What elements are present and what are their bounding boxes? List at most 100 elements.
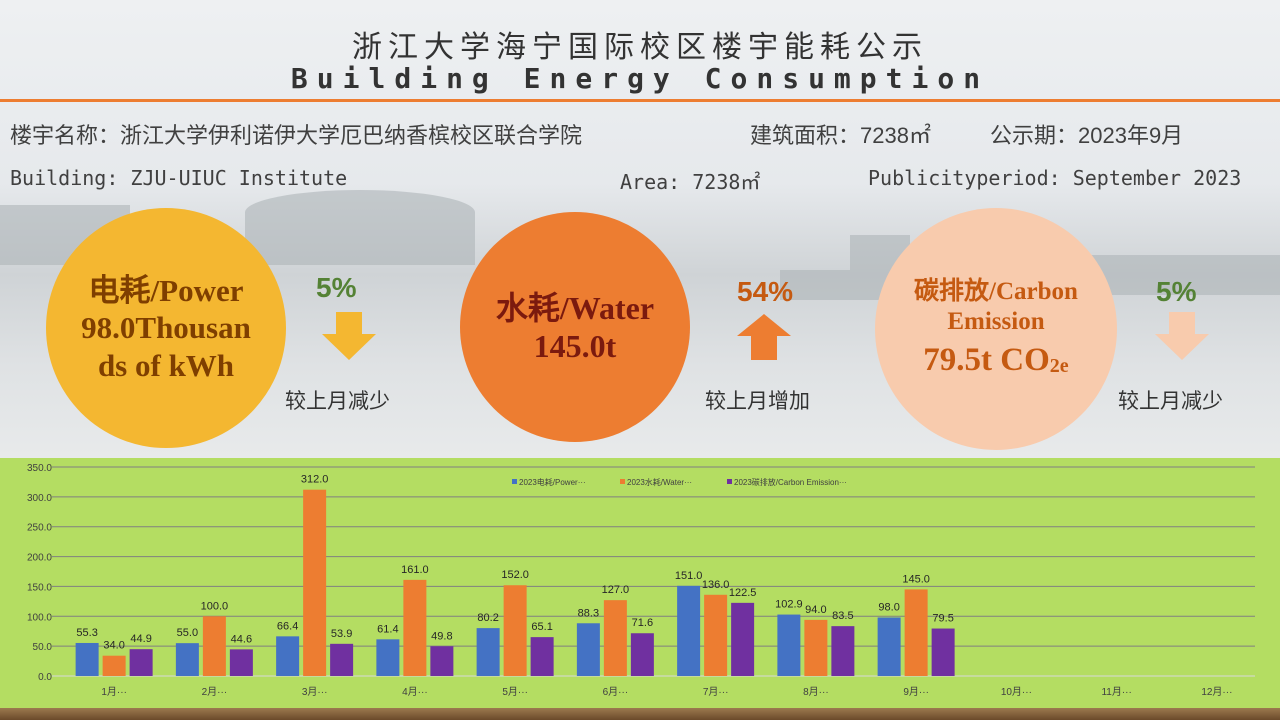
y-tick-label: 300.0 — [27, 493, 52, 504]
power-label: 电耗/Power — [88, 273, 244, 309]
title-cn: 浙江大学海宁国际校区楼宇能耗公示 — [352, 30, 928, 65]
bar-power — [576, 623, 600, 676]
data-label: 55.0 — [177, 627, 198, 639]
carbon-value-sub: 2e — [1049, 355, 1069, 378]
carbon-value: 79.5t CO2e — [923, 341, 1068, 381]
data-label: 161.0 — [401, 564, 429, 576]
bar-power — [376, 639, 400, 676]
bar-water — [704, 594, 728, 676]
bar-power — [677, 585, 701, 676]
area-cn: 建筑面积：7238㎡ — [750, 123, 931, 148]
building-name-en: Building: ZJU-UIUC Institute — [10, 166, 348, 190]
bar-carbon — [430, 646, 454, 676]
x-tick-label: 10月··· — [1001, 686, 1032, 698]
data-label: 34.0 — [103, 640, 124, 652]
bar-power — [476, 628, 500, 676]
data-label: 122.5 — [729, 587, 757, 599]
legend-swatch — [620, 479, 625, 484]
data-label: 44.6 — [231, 633, 252, 645]
x-tick-label: 7月··· — [703, 686, 729, 698]
data-label: 66.4 — [277, 620, 298, 632]
x-tick-label: 9月··· — [903, 686, 929, 698]
arrow-down-icon — [322, 312, 376, 360]
x-tick-label: 12月··· — [1201, 686, 1232, 698]
y-tick-label: 200.0 — [27, 553, 52, 564]
data-label: 100.0 — [201, 600, 229, 612]
data-label: 94.0 — [805, 604, 826, 616]
bar-carbon — [630, 633, 654, 676]
data-label: 79.5 — [932, 613, 953, 625]
legend-label: 2023碳排放/Carbon Emission··· — [734, 477, 847, 487]
bar-chart: 0.0 50.0 100.0 150.0 200.0 250.0 300.0 350.0 1月·… — [27, 463, 1255, 698]
bar-water — [403, 579, 427, 676]
bar-water — [904, 589, 928, 676]
bar-power — [777, 614, 801, 676]
bar-power — [877, 617, 901, 676]
x-tick-label: 5月··· — [502, 686, 528, 698]
monthly-chart: 0.0 50.0 100.0 150.0 200.0 250.0 300.0 350.0 1月·… — [0, 458, 1280, 708]
carbon-circle: 碳排放/Carbon Emission 79.5t CO2e — [875, 208, 1117, 450]
bar-carbon — [330, 643, 354, 676]
bar-water — [102, 655, 126, 676]
data-label: 55.3 — [76, 627, 97, 639]
bar-water — [603, 600, 627, 676]
water-value: 145.0t — [533, 328, 617, 364]
legend-swatch — [512, 479, 517, 484]
carbon-compare: 较上月减少 — [1118, 390, 1223, 413]
x-tick-label: 6月··· — [603, 686, 629, 698]
data-label: 136.0 — [702, 579, 730, 591]
data-label: 44.9 — [130, 633, 151, 645]
floor-border — [0, 708, 1280, 720]
bar-carbon — [731, 602, 755, 676]
period-cn: 公示期：2023年9月 — [990, 123, 1184, 148]
data-label: 152.0 — [501, 569, 529, 581]
arrow-up-icon — [737, 314, 791, 360]
legend-swatch — [727, 479, 732, 484]
y-tick-label: 250.0 — [27, 523, 52, 534]
power-unit: ds of kWh — [97, 347, 235, 383]
bar-water — [503, 585, 527, 676]
water-change: 54% — [737, 276, 794, 307]
bar-water — [804, 619, 828, 676]
data-label: 145.0 — [902, 573, 930, 585]
power-value: 98.0Thousan — [81, 310, 251, 346]
water-circle: 水耗/Water 145.0t — [460, 212, 690, 442]
building-name-cn: 楼宇名称：浙江大学伊利诺伊大学厄巴纳香槟校区联合学院 — [10, 123, 583, 148]
y-tick-label: 350.0 — [27, 463, 52, 474]
carbon-value-main: 79.5t CO — [923, 342, 1050, 379]
legend-label: 2023水耗/Water··· — [627, 477, 692, 487]
data-label: 312.0 — [301, 474, 329, 486]
data-label: 151.0 — [675, 570, 703, 582]
bar-water — [303, 489, 327, 676]
x-tick-label: 4月··· — [402, 686, 428, 698]
arrow-down-icon — [1155, 312, 1209, 360]
x-tick-label: 8月··· — [803, 686, 829, 698]
x-tick-label: 11月··· — [1101, 686, 1131, 698]
bar-power — [75, 642, 99, 676]
bar-carbon — [931, 628, 955, 676]
data-label: 80.2 — [477, 612, 498, 624]
bar-power — [276, 636, 300, 676]
divider — [0, 99, 1280, 102]
bar-carbon — [229, 649, 253, 676]
y-tick-label: 0.0 — [38, 672, 52, 683]
legend-label: 2023电耗/Power··· — [519, 477, 586, 487]
water-label: 水耗/Water — [495, 289, 655, 326]
carbon-change: 5% — [1156, 276, 1197, 307]
carbon-label-2: Emission — [947, 308, 1045, 336]
y-tick-label: 100.0 — [27, 612, 52, 623]
bar-carbon — [530, 637, 554, 676]
bar-water — [202, 616, 226, 676]
title-en: Building Energy Consumption — [290, 62, 990, 95]
y-tick-label: 50.0 — [33, 642, 53, 653]
power-circle: 电耗/Power 98.0Thousan ds of kWh — [46, 208, 286, 448]
data-label: 102.9 — [775, 599, 803, 611]
data-label: 88.3 — [578, 607, 599, 619]
data-label: 83.5 — [832, 610, 853, 622]
data-label: 61.4 — [377, 623, 398, 635]
x-tick-label: 1月··· — [101, 686, 127, 698]
data-label: 127.0 — [602, 584, 630, 596]
x-tick-label: 2月··· — [202, 686, 228, 698]
data-label: 71.6 — [632, 617, 653, 629]
carbon-label: 碳排放/Carbon — [914, 278, 1078, 306]
